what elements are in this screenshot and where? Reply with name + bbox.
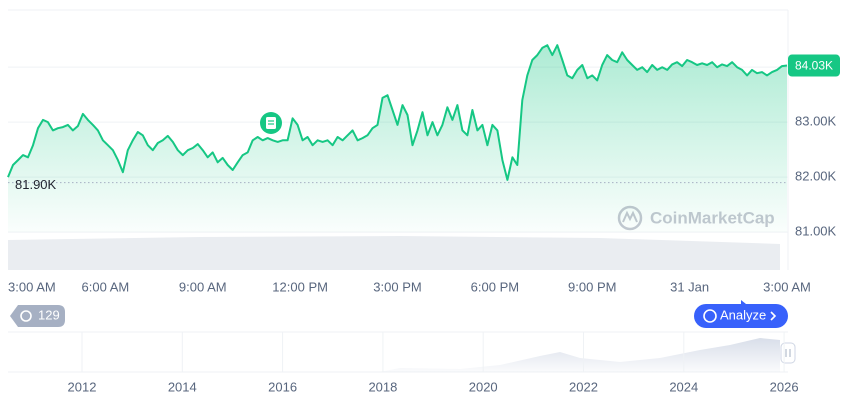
volume-band <box>8 236 780 270</box>
price-line <box>7 44 788 181</box>
current-price-label: 84.03K <box>795 59 833 73</box>
navigator-year: 2026 <box>770 379 799 394</box>
x-tick-label: 31 Jan <box>670 279 709 294</box>
x-tick-label: 12:00 PM <box>272 279 328 294</box>
watermark: CoinMarketCap <box>617 205 775 231</box>
y-tick-label: 83.00K <box>795 114 837 129</box>
analyze-button[interactable]: Analyze <box>694 300 788 328</box>
x-tick-label: 3:00 AM <box>763 279 811 294</box>
x-tick-label: 6:00 AM <box>82 279 130 294</box>
analyze-label: Analyze <box>720 307 766 322</box>
note-icon[interactable] <box>260 112 282 134</box>
badge-count: 129 <box>38 307 60 322</box>
y-tick-label: 81.00K <box>795 224 837 239</box>
navigator-year: 2024 <box>669 379 698 394</box>
area-fill <box>8 45 787 233</box>
x-tick-label: 9:00 PM <box>568 279 616 294</box>
labels: 81.00K82.00K83.00K84.00K81.90K84.03K3:00… <box>8 54 840 394</box>
x-tick-label: 3:00 PM <box>373 279 421 294</box>
x-tick-label: 3:00 AM <box>8 279 56 294</box>
navigator-year: 2020 <box>469 379 498 394</box>
navigator-year: 2016 <box>268 379 297 394</box>
navigator-year: 2022 <box>569 379 598 394</box>
reference-label: 81.90K <box>15 177 57 192</box>
watermark-text: CoinMarketCap <box>650 208 775 227</box>
current-price-badge <box>788 54 840 77</box>
x-tick-label: 6:00 PM <box>471 279 519 294</box>
navigator-year: 2014 <box>168 379 197 394</box>
plot-area <box>7 9 788 233</box>
x-tick-label: 9:00 AM <box>179 279 227 294</box>
y-tick-label: 82.00K <box>795 169 837 184</box>
navigator-year: 2018 <box>368 379 397 394</box>
navigator-year: 2012 <box>68 379 97 394</box>
navigator <box>8 331 796 373</box>
history-badge[interactable]: 129 <box>10 305 65 327</box>
